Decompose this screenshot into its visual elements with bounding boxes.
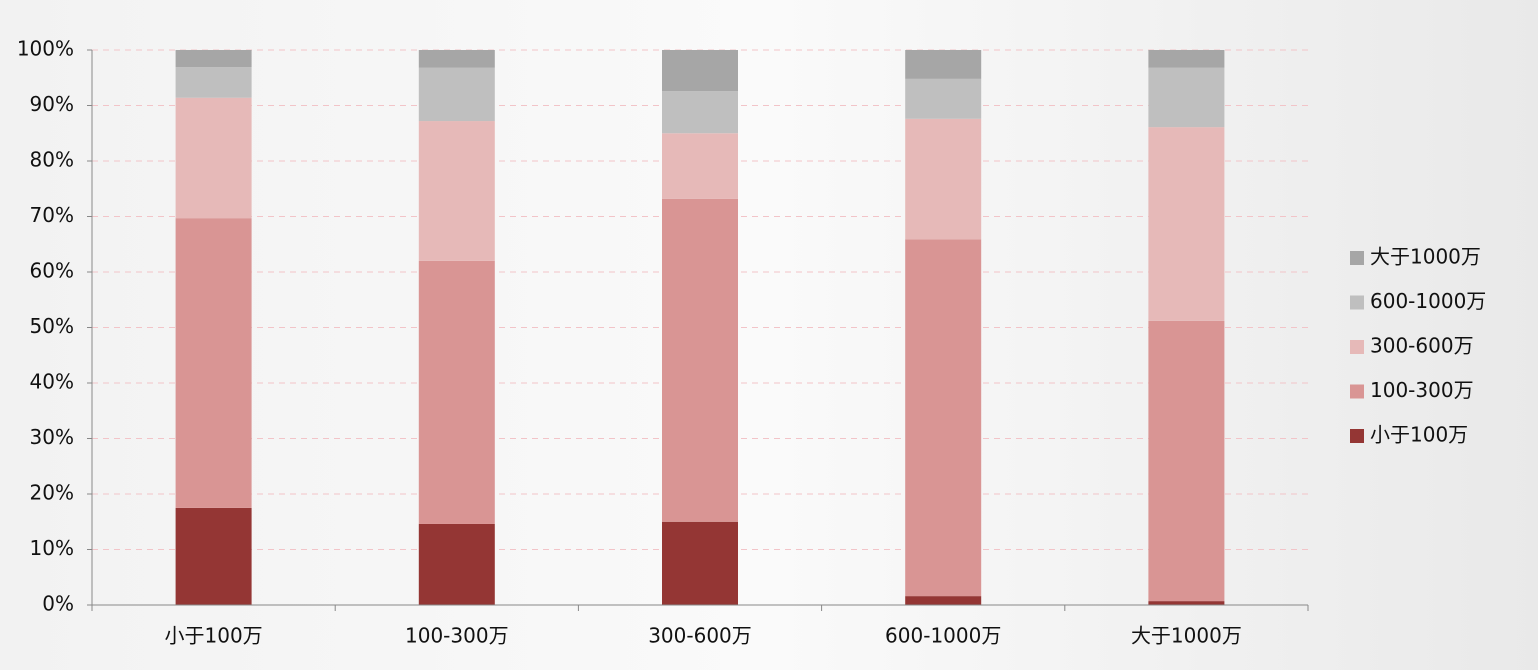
y-tick-label: 0%	[42, 592, 74, 616]
bar-segment	[418, 260, 495, 524]
y-tick-label: 90%	[30, 92, 74, 116]
legend-swatch	[1350, 429, 1364, 443]
legend-swatch	[1350, 340, 1364, 354]
bar-segment	[905, 118, 982, 240]
bar-segment	[418, 67, 495, 122]
y-tick-label: 30%	[30, 425, 74, 449]
y-tick-label: 80%	[30, 148, 74, 172]
x-tick-label: 600-1000万	[885, 624, 1001, 648]
bar-segment	[905, 596, 982, 605]
bar-segment	[418, 121, 495, 261]
bar-segment	[1148, 67, 1225, 128]
x-tick-label: 100-300万	[405, 624, 509, 648]
bar-segment	[1148, 601, 1225, 605]
bar-segment	[1148, 320, 1225, 602]
bar-segment	[905, 239, 982, 597]
y-tick-label: 10%	[30, 536, 74, 560]
x-tick-label: 300-600万	[648, 624, 752, 648]
bar-segment	[175, 67, 252, 98]
y-tick-label: 20%	[30, 481, 74, 505]
legend-label: 大于1000万	[1370, 245, 1481, 269]
bar-segment	[418, 50, 495, 68]
x-tick-label: 小于100万	[165, 624, 263, 648]
legend-label: 600-1000万	[1370, 289, 1486, 313]
bar-segment	[1148, 127, 1225, 321]
bar-segment	[662, 91, 738, 134]
bar-segment	[175, 218, 252, 508]
y-tick-label: 50%	[30, 314, 74, 338]
bar-segment	[662, 521, 738, 605]
bar-segment	[662, 198, 738, 522]
legend-swatch	[1350, 295, 1364, 310]
y-tick-label: 60%	[30, 259, 74, 283]
legend-swatch	[1350, 384, 1364, 399]
legend-label: 100-300万	[1370, 378, 1474, 402]
bar-segment	[175, 50, 252, 68]
bar-segment	[175, 97, 252, 219]
y-tick-label: 70%	[30, 203, 74, 227]
bar-segment	[1148, 50, 1225, 68]
bar-segment	[905, 50, 982, 79]
legend-swatch	[1350, 251, 1364, 265]
legend-label: 300-600万	[1370, 334, 1474, 358]
bar-segment	[662, 133, 738, 199]
bar-segment	[175, 507, 252, 605]
bar-segment	[905, 78, 982, 119]
bar-segment	[418, 523, 495, 605]
y-tick-label: 40%	[30, 370, 74, 394]
x-tick-label: 大于1000万	[1131, 624, 1242, 648]
legend-label: 小于100万	[1370, 423, 1468, 447]
y-tick-label: 100%	[17, 37, 74, 61]
bar-segment	[662, 50, 738, 92]
